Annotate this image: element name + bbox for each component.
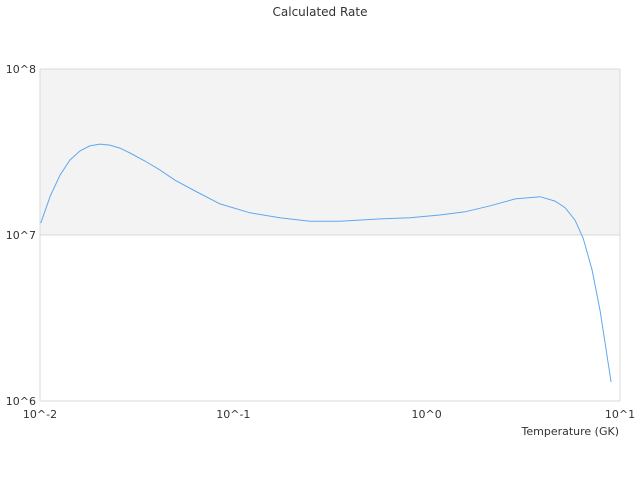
series-line: [40, 143, 612, 383]
plot-band: [40, 69, 620, 235]
x-tick-label: 10^0: [412, 408, 442, 421]
axes: [39, 68, 621, 402]
y-tick-label: 10^8: [6, 63, 36, 76]
x-tick-label: 10^1: [605, 408, 635, 421]
plot-bands: [40, 69, 620, 235]
y-tick-label: 10^6: [6, 395, 36, 408]
chart-title: Calculated Rate: [273, 5, 368, 19]
x-tick-label: 10^-2: [23, 408, 57, 421]
x-axis-label: Temperature (GK): [521, 425, 620, 438]
y-tick-label: 10^7: [6, 229, 36, 242]
tick-labels: 10^-2 10^-1 10^0 10^1 10^6 10^7 10^8: [6, 63, 635, 421]
x-tick-label: 10^-1: [216, 408, 250, 421]
